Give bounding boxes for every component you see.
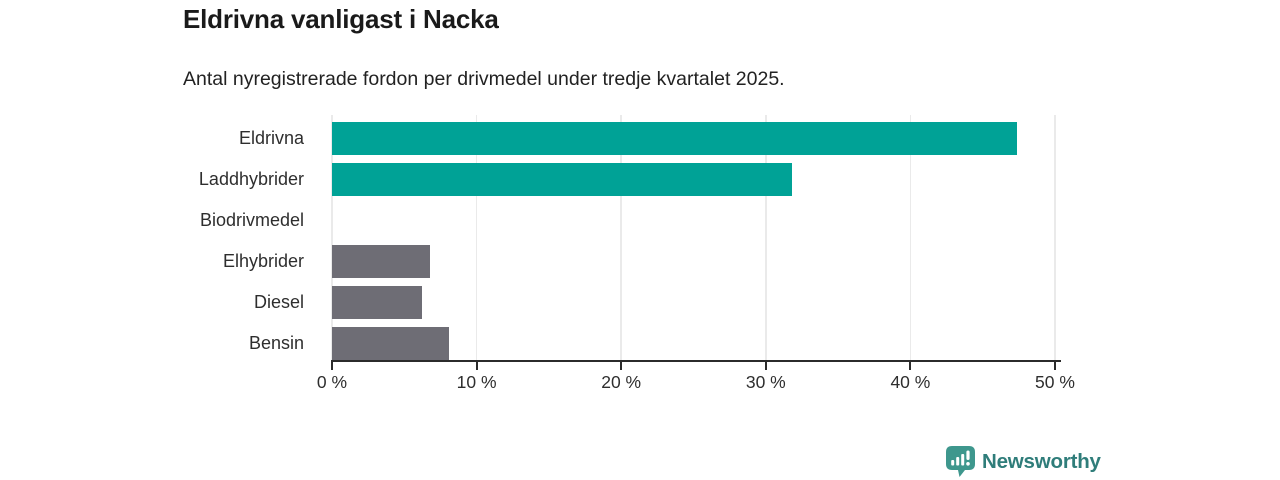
bar-chart-plot-area: 0 % 10 % 20 % 30 % 40 % 50 % [317,115,1075,392]
x-tick [764,362,767,370]
bar-bensin [332,327,450,360]
y-axis-category-labels: Eldrivna Laddhybrider Biodrivmedel Elhybrid… [0,115,318,361]
x-tick-label: 10 % [456,372,497,392]
bar-eldrivna [332,122,1018,155]
bar-laddhybrider [332,163,792,196]
category-label-laddhybrider: Laddhybrider [198,169,304,189]
newsworthy-logo-icon [946,446,975,477]
category-label-diesel: Diesel [253,292,304,312]
newsworthy-brand: Newsworthy [946,446,1101,477]
newsworthy-logo-text: Newsworthy [982,449,1101,473]
x-tick [1054,362,1056,370]
category-label-biodrivmedel: Biodrivmedel [199,210,304,230]
x-tick-label: 30 % [745,372,786,392]
category-label-bensin: Bensin [248,333,304,353]
x-tick [475,362,478,370]
x-tick-label: 0 % [316,372,348,392]
bar-diesel [332,286,422,319]
category-label-elhybrider: Elhybrider [222,251,304,271]
gridline-20% [620,115,622,361]
x-tick-label: 40 % [890,372,931,392]
x-tick [620,362,623,370]
x-tick-label: 20 % [601,372,642,392]
chart-subtitle: Antal nyregistrerade fordon per drivmede… [183,68,785,90]
gridline-40% [909,115,912,361]
x-tick [331,362,333,370]
chart-title: Eldrivna vanligast i Nacka [183,4,499,34]
gridline-10% [475,115,478,361]
gridline-50% [1054,115,1056,361]
x-axis-line [331,360,1061,362]
x-tick-label: 50 % [1035,372,1075,392]
gridline-30% [765,115,767,361]
bar-elhybrider [332,245,431,278]
x-tick [909,362,912,370]
gridline-0% [331,115,333,361]
category-label-eldrivna: Eldrivna [238,128,304,148]
